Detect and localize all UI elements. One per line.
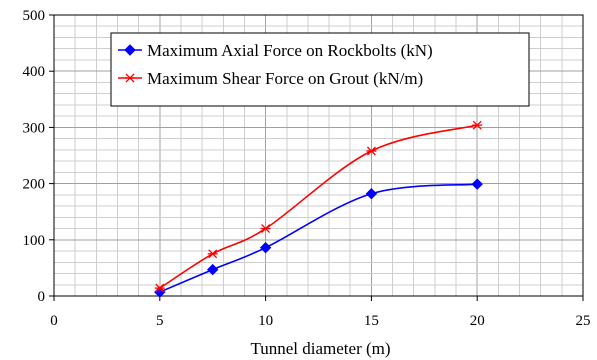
y-tick-label: 500: [23, 8, 46, 24]
x-tick-label: 15: [364, 313, 379, 329]
data-point: [206, 263, 219, 276]
x-tick-label: 10: [258, 313, 273, 329]
x-tick-label: 5: [156, 313, 164, 329]
legend-label: Maximum Shear Force on Grout (kN/m): [147, 69, 423, 88]
chart-axes: 0 5 10 15 20 25 0 100 200 300 400 500: [23, 8, 591, 329]
legend-marker: [125, 73, 135, 83]
marker-stroke: [125, 73, 135, 83]
marker-stroke: [472, 120, 482, 130]
series-1: [154, 178, 483, 298]
data-point: [366, 146, 377, 156]
legend-entry-1: Maximum Axial Force on Rockbolts (kN): [118, 41, 433, 60]
plot-area-frame: [53, 14, 584, 297]
data-point: [207, 249, 218, 259]
legend-entry-2: Maximum Shear Force on Grout (kN/m): [118, 69, 423, 88]
chart-legend: Maximum Axial Force on Rockbolts (kN) Max…: [110, 32, 530, 107]
marker-stroke: [155, 283, 165, 293]
y-tick-label: 100: [23, 233, 46, 249]
marker-stroke: [366, 146, 376, 156]
series-2: [154, 120, 483, 293]
data-point: [154, 286, 166, 298]
data-point: [472, 120, 483, 130]
series-line: [159, 124, 478, 289]
legend-label: Maximum Axial Force on Rockbolts (kN): [147, 41, 433, 60]
data-point: [260, 224, 271, 234]
x-axis-title: Tunnel diameter (m): [250, 339, 390, 358]
data-point: [471, 178, 483, 190]
legend-marker: [124, 44, 136, 56]
data-point: [365, 188, 378, 200]
y-tick-label: 300: [23, 120, 46, 136]
series-line: [159, 183, 478, 293]
marker-stroke: [261, 224, 271, 234]
chart-series: [154, 120, 483, 298]
x-tick-label: 0: [50, 313, 58, 329]
x-tick-label: 20: [470, 313, 485, 329]
x-tick-label: 25: [576, 313, 591, 329]
data-point: [154, 283, 165, 293]
legend-box: [110, 32, 530, 107]
y-tick-label: 0: [38, 289, 46, 305]
y-tick-label: 400: [23, 64, 46, 80]
marker-stroke: [208, 249, 218, 259]
data-point: [259, 241, 272, 254]
y-tick-label: 200: [23, 177, 46, 193]
